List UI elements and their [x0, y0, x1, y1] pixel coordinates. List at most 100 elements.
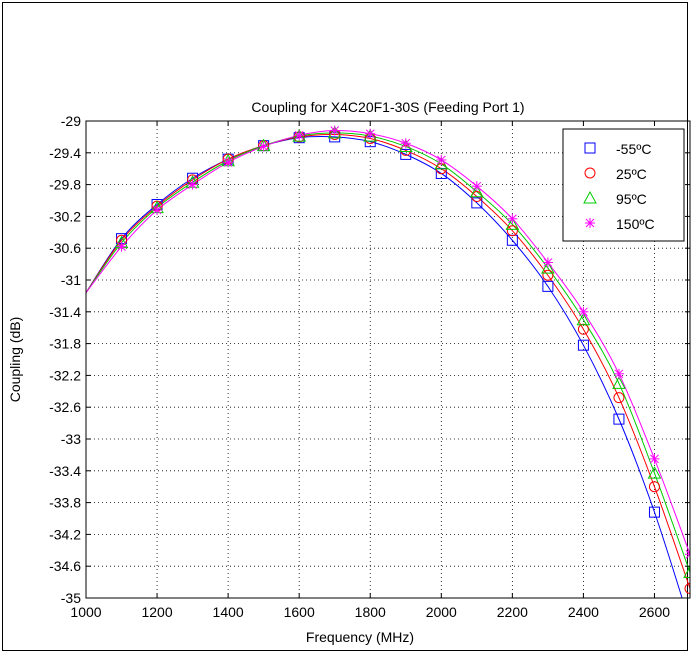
marker-square — [542, 280, 554, 292]
y-tick-label: -30.2 — [49, 208, 81, 224]
marker-asterisk — [649, 453, 660, 464]
marker-circle — [684, 582, 690, 594]
marker-triangle — [583, 190, 597, 204]
x-tick-label: 1800 — [355, 604, 386, 620]
y-tick-label: -30.6 — [49, 240, 81, 256]
y-tick-label: -33.4 — [49, 463, 81, 479]
asterisk-stroke — [472, 181, 482, 191]
marker-asterisk — [258, 141, 269, 152]
marker-asterisk — [187, 179, 198, 190]
x-tick-label: 1200 — [141, 604, 172, 620]
marker-triangle — [612, 376, 626, 389]
asterisk-stroke — [330, 126, 340, 135]
x-axis-label: Frequency (MHz) — [306, 629, 414, 645]
asterisk-stroke — [685, 549, 690, 555]
marker-circle — [542, 269, 554, 281]
marker-asterisk — [400, 138, 411, 149]
x-tick-label: 2200 — [497, 604, 528, 620]
y-tick-label: -32.6 — [49, 399, 81, 415]
x-tick-label: 1600 — [284, 604, 315, 620]
y-tick-label: -33 — [61, 431, 81, 447]
tick-layer: 1000 1200 1400 1600 1800 2000 2200 2400 2600 -29 -… — [49, 113, 690, 620]
asterisk-stroke — [507, 214, 517, 224]
marker-square — [613, 413, 625, 425]
x-tick-label: 2600 — [639, 604, 670, 620]
marker-circle — [613, 392, 625, 404]
marker-asterisk — [471, 181, 482, 192]
asterisk-stroke — [294, 130, 304, 140]
marker-triangle — [363, 129, 378, 142]
x-tick-label: 1400 — [213, 604, 244, 620]
y-tick-label: -33.8 — [49, 495, 81, 511]
asterisk-stroke — [436, 155, 446, 165]
marker-triangle — [541, 261, 555, 274]
asterisk-stroke — [401, 138, 411, 148]
x-tick-label: 2000 — [426, 604, 457, 620]
asterisk-stroke — [365, 129, 375, 139]
asterisk-stroke — [585, 218, 595, 228]
y-tick-label: -29 — [61, 113, 81, 129]
marker-triangle — [327, 125, 342, 139]
marker-asterisk — [436, 154, 447, 165]
asterisk-stroke — [579, 307, 588, 317]
y-tick-label: -34.6 — [49, 558, 81, 574]
marker-layer — [114, 125, 691, 628]
y-tick-label: -32.2 — [49, 367, 81, 383]
grid-layer — [86, 121, 690, 598]
marker-square — [577, 339, 589, 351]
legend-label: 150ºC — [616, 216, 655, 232]
y-tick-label: -35 — [61, 590, 81, 606]
marker-square — [471, 197, 483, 209]
marker-triangle — [576, 312, 591, 326]
legend: -55ºC 25ºC 95ºC 150ºC — [562, 128, 685, 242]
marker-triangle — [683, 565, 690, 579]
marker-square — [584, 142, 596, 154]
y-tick-label: -34.2 — [49, 526, 81, 542]
marker-circle — [584, 167, 596, 179]
y-axis-label: Coupling (dB) — [7, 317, 23, 403]
y-tick-label: -31 — [61, 272, 81, 288]
marker-triangle — [469, 184, 484, 198]
x-tick-label: 2400 — [568, 604, 599, 620]
marker-circle — [648, 481, 660, 493]
series-line — [86, 135, 683, 598]
asterisk-stroke — [188, 180, 197, 189]
asterisk-stroke — [223, 157, 233, 167]
marker-square — [685, 618, 691, 628]
marker-asterisk — [329, 125, 340, 136]
legend-label: -55ºC — [616, 141, 651, 157]
legend-label: 95ºC — [616, 191, 647, 207]
marker-square — [400, 148, 412, 160]
marker-circle — [506, 225, 518, 237]
asterisk-stroke — [117, 242, 126, 251]
asterisk-stroke — [259, 142, 269, 151]
chart-title: Coupling for X4C20F1-30S (Feeding Port 1… — [251, 99, 524, 115]
marker-asterisk — [365, 128, 376, 139]
marker-asterisk — [507, 213, 518, 224]
marker-square — [648, 506, 660, 518]
marker-asterisk — [152, 205, 163, 216]
asterisk-stroke — [685, 553, 690, 559]
asterisk-stroke — [614, 369, 624, 379]
marker-asterisk — [223, 157, 234, 168]
marker-triangle — [505, 217, 520, 230]
marker-asterisk — [578, 306, 589, 317]
legend-label: 25ºC — [616, 166, 647, 182]
marker-asterisk — [685, 549, 690, 560]
marker-asterisk — [116, 241, 127, 252]
asterisk-stroke — [152, 205, 162, 215]
asterisk-stroke — [650, 454, 659, 464]
y-tick-label: -31.8 — [49, 336, 81, 352]
marker-asterisk — [613, 368, 624, 379]
marker-asterisk — [542, 257, 553, 268]
legend-box — [562, 128, 685, 242]
plot-frame — [85, 120, 691, 599]
y-tick-label: -31.4 — [49, 304, 81, 320]
y-tick-label: -29.8 — [49, 177, 81, 193]
marker-asterisk — [294, 130, 305, 141]
y-tick-label: -29.4 — [49, 145, 81, 161]
asterisk-stroke — [543, 258, 553, 267]
